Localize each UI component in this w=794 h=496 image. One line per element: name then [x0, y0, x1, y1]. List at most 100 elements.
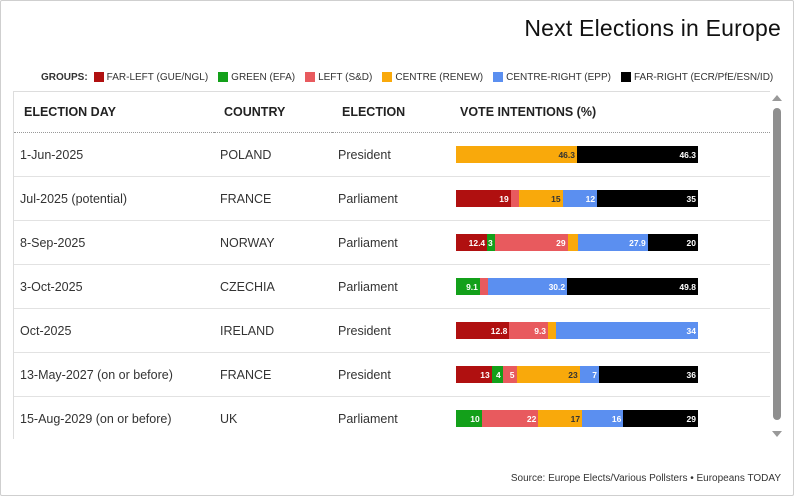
stacked-bar: 46.3 46.3	[456, 146, 698, 163]
bar-segment-centre[interactable]	[567, 234, 578, 251]
elections-table-viewport[interactable]: ELECTION DAY COUNTRY ELECTION VOTE INTEN…	[13, 91, 770, 439]
bar-segment-centre-right[interactable]: 7	[579, 366, 599, 383]
scroll-thumb[interactable]	[773, 108, 781, 420]
table-row: Jul-2025 (potential) FRANCE Parliament 19 15…	[14, 176, 770, 221]
cell-election-day: 1-Jun-2025	[14, 132, 214, 177]
bar-segment-far-left[interactable]: 19	[456, 190, 511, 207]
cell-election-type: Parliament	[332, 220, 450, 265]
table-row: 1-Jun-2025 POLAND President 46.3 46.3	[14, 132, 770, 177]
bar-data-label: 29	[556, 237, 566, 248]
bar-segment-centre-right[interactable]: 12	[562, 190, 598, 207]
cell-country: NORWAY	[214, 220, 332, 265]
bar-data-label: 9.1	[466, 281, 478, 292]
scroll-down-arrow-icon[interactable]	[772, 431, 782, 437]
bar-data-label: 17	[570, 413, 581, 424]
legend-text-far-left: FAR-LEFT (GUE/NGL)	[106, 71, 209, 83]
cell-election-day: Oct-2025	[14, 308, 214, 353]
stacked-bar: 10 22 17 16 29	[456, 410, 698, 427]
scroll-up-arrow-icon[interactable]	[772, 95, 782, 101]
cell-election-day: Jul-2025 (potential)	[14, 176, 214, 221]
cell-vote-intentions: 13 4 5 23 7 36	[450, 352, 770, 397]
cell-election-type: President	[332, 308, 450, 353]
bar-segment-centre-right[interactable]: 30.2	[487, 278, 568, 295]
bar-segment-far-right[interactable]: 20	[647, 234, 698, 251]
bar-data-label: 12.8	[490, 325, 508, 336]
bar-data-label: 46.3	[679, 149, 696, 160]
legend-item-left: LEFT (S&D)	[305, 72, 372, 83]
bar-segment-far-left[interactable]: 12.8	[456, 322, 510, 339]
cell-country: IRELAND	[214, 308, 332, 353]
bar-segment-centre[interactable]	[548, 322, 557, 339]
table-row: 13-May-2027 (on or before) FRANCE Presiden…	[14, 352, 770, 397]
bar-segment-far-right[interactable]: 46.3	[577, 146, 698, 163]
legend-text-left: LEFT (S&D)	[318, 71, 373, 83]
header-country[interactable]: COUNTRY	[214, 91, 332, 133]
bar-data-label: 5	[509, 369, 515, 380]
bar-data-label: 36	[686, 369, 696, 380]
cell-election-type: Parliament	[332, 176, 450, 221]
bar-segment-green[interactable]: 9.1	[456, 278, 480, 295]
cell-election-day: 8-Sep-2025	[14, 220, 214, 265]
cell-country: FRANCE	[214, 352, 332, 397]
bar-segment-centre[interactable]: 23	[516, 366, 580, 383]
bar-segment-left[interactable]: 22	[481, 410, 539, 427]
header-vote-intentions[interactable]: VOTE INTENTIONS (%)	[450, 91, 770, 133]
bar-segment-far-right[interactable]: 36	[599, 366, 698, 383]
bar-segment-far-right[interactable]: 49.8	[567, 278, 698, 295]
cell-vote-intentions: 9.1 30.2 49.8	[450, 264, 770, 309]
bar-segment-centre-right[interactable]: 16	[582, 410, 624, 427]
legend-item-far-left: FAR-LEFT (GUE/NGL)	[93, 71, 209, 83]
legend-item-far-right: FAR-RIGHT (ECR/PfE/ESN/ID)	[620, 71, 774, 83]
bar-segment-centre-right[interactable]: 27.9	[577, 234, 648, 251]
bar-data-label: 15	[551, 193, 561, 204]
table-body: 1-Jun-2025 POLAND President 46.3 46.3 Jul-202…	[14, 132, 770, 439]
bar-segment-left[interactable]	[479, 278, 488, 295]
bar-data-label: 35	[686, 193, 696, 204]
bar-segment-centre[interactable]: 15	[519, 190, 563, 207]
cell-election-type: Parliament	[332, 264, 450, 309]
bar-data-label: 29	[686, 413, 696, 424]
legend: GROUPS: FAR-LEFT (GUE/NGL) GREEN (EFA) L…	[41, 70, 783, 84]
bar-segment-far-left[interactable]: 12.4	[456, 234, 488, 251]
legend-text-centre: CENTRE (RENEW)	[395, 71, 484, 83]
bar-data-label: 49.8	[679, 281, 696, 292]
stacked-bar: 19 15 12 35	[456, 190, 698, 207]
bar-data-label: 13	[480, 369, 490, 380]
bar-segment-left[interactable]: 29	[494, 234, 568, 251]
bar-segment-far-right[interactable]: 29	[623, 410, 698, 427]
header-election[interactable]: ELECTION	[332, 91, 450, 133]
cell-vote-intentions: 19 15 12 35	[450, 176, 770, 221]
bar-segment-green[interactable]: 10	[456, 410, 482, 427]
legend-item-green: GREEN (EFA)	[218, 72, 295, 83]
bar-segment-centre[interactable]: 17	[538, 410, 583, 427]
stacked-bar: 12.8 9.3 34	[456, 322, 698, 339]
legend-text-green: GREEN (EFA)	[231, 71, 296, 83]
legend-swatch-green	[218, 72, 229, 82]
bar-data-label: 12.4	[468, 237, 486, 248]
legend-swatch-far-left	[93, 72, 104, 82]
table-row: Oct-2025 IRELAND President 12.8 9.3 34	[14, 308, 770, 353]
cell-vote-intentions: 10 22 17 16 29	[450, 396, 770, 439]
stacked-bar: 9.1 30.2 49.8	[456, 278, 698, 295]
cell-election-type: President	[332, 352, 450, 397]
bar-segment-green[interactable]: 3	[487, 234, 495, 251]
bar-segment-far-left[interactable]: 13	[456, 366, 492, 383]
bar-data-label: 34	[686, 325, 696, 336]
bar-segment-centre[interactable]: 46.3	[456, 146, 577, 163]
bar-segment-left[interactable]: 5	[502, 366, 517, 383]
cell-election-day: 3-Oct-2025	[14, 264, 214, 309]
legend-text-far-right: FAR-RIGHT (ECR/PfE/ESN/ID)	[633, 71, 774, 83]
bar-data-label: 19	[499, 193, 509, 204]
cell-country: POLAND	[214, 132, 332, 177]
bar-segment-left[interactable]: 9.3	[509, 322, 549, 339]
bar-segment-left[interactable]	[510, 190, 520, 207]
vertical-scrollbar[interactable]	[771, 91, 783, 441]
bar-segment-far-right[interactable]: 35	[597, 190, 698, 207]
header-election-day[interactable]: ELECTION DAY	[14, 91, 214, 133]
legend-text-centre-right: CENTRE-RIGHT (EPP)	[506, 71, 611, 83]
bar-segment-green[interactable]: 4	[491, 366, 503, 383]
legend-swatch-left	[305, 72, 316, 82]
bar-data-label: 23	[568, 369, 578, 380]
cell-election-day: 15-Aug-2029 (on or before)	[14, 396, 214, 439]
bar-segment-centre-right[interactable]: 34	[556, 322, 698, 339]
